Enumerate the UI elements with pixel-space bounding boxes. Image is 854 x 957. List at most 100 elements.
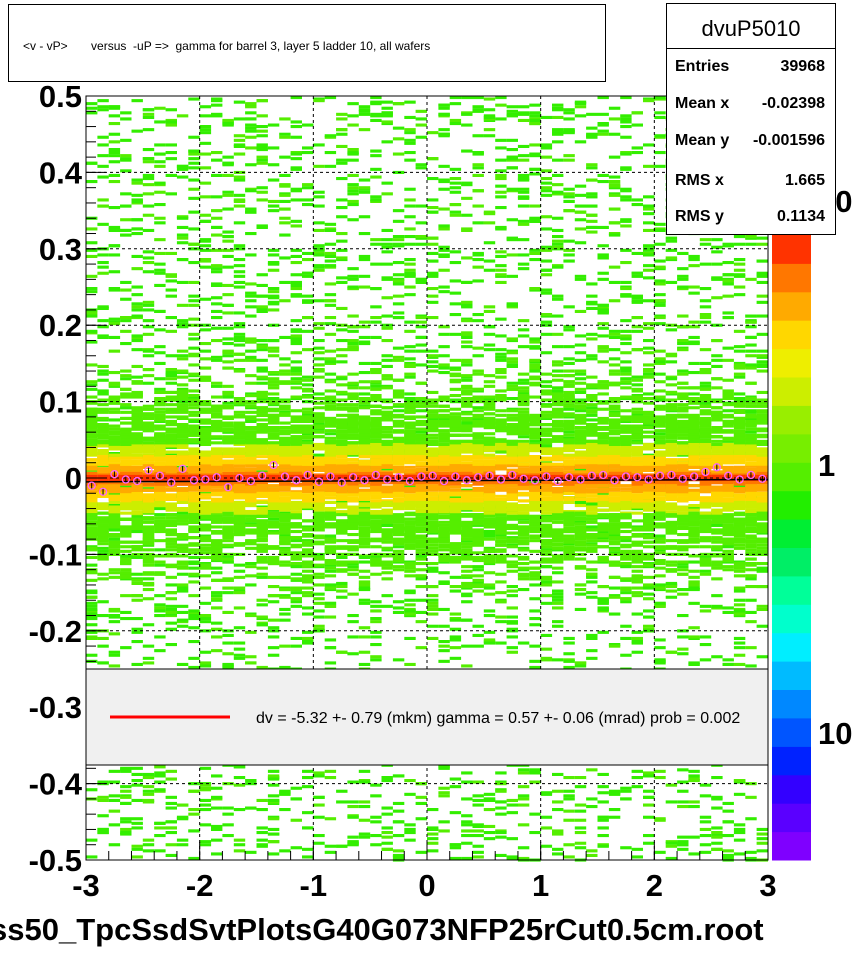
- heatmap-cell: [347, 409, 359, 413]
- heatmap-cell: [336, 595, 348, 599]
- heatmap-cell: [245, 430, 257, 434]
- heatmap-cell: [154, 563, 166, 567]
- heatmap-cell: [290, 167, 302, 171]
- heatmap-cell: [142, 424, 155, 428]
- heatmap-cell: [108, 371, 121, 375]
- heatmap-cell: [120, 228, 132, 232]
- heatmap-cell: [199, 488, 212, 492]
- heatmap-cell: [256, 808, 268, 812]
- heatmap-cell: [142, 108, 155, 112]
- heatmap-cell: [165, 523, 177, 527]
- heatmap-cell: [108, 335, 121, 339]
- heatmap-cell: [290, 395, 302, 399]
- heatmap-cell: [211, 459, 223, 463]
- heatmap-cell: [199, 766, 212, 770]
- heatmap-cell: [142, 173, 155, 177]
- heatmap-cell: [142, 270, 155, 274]
- heatmap-cell: [381, 554, 393, 558]
- heatmap-cell: [245, 850, 257, 854]
- heatmap-cell: [188, 614, 200, 618]
- heatmap-cell: [279, 792, 291, 796]
- heatmap-cell: [336, 280, 348, 284]
- heatmap-cell: [279, 453, 291, 457]
- heatmap-cell: [290, 797, 302, 801]
- heatmap-cell: [165, 542, 177, 546]
- heatmap-cell: [336, 442, 348, 446]
- heatmap-cell: [86, 462, 98, 466]
- heatmap-cell: [336, 545, 348, 549]
- heatmap-cell: [347, 314, 359, 318]
- heatmap-cell: [324, 316, 337, 320]
- heatmap-cell: [222, 539, 234, 543]
- heatmap-cell: [313, 552, 325, 556]
- heatmap-cell: [313, 771, 325, 775]
- heatmap-cell: [108, 542, 121, 546]
- heatmap-cell: [336, 502, 348, 506]
- heatmap-cell: [188, 528, 200, 532]
- heatmap-cell: [347, 635, 359, 639]
- heatmap-cell: [302, 316, 314, 320]
- heatmap-cell: [392, 849, 405, 853]
- heatmap-cell: [86, 180, 98, 184]
- heatmap-cell: [245, 123, 257, 127]
- heatmap-cell: [86, 442, 98, 446]
- heatmap-cell: [302, 416, 314, 420]
- heatmap-cell: [381, 114, 393, 118]
- heatmap-cell: [336, 128, 348, 132]
- heatmap-cell: [176, 389, 189, 393]
- heatmap-cell: [290, 280, 302, 284]
- heatmap-cell: [313, 493, 325, 497]
- heatmap-cell: [381, 377, 393, 381]
- heatmap-cell: [358, 426, 371, 430]
- heatmap-cell: [199, 470, 212, 474]
- heatmap-cell: [131, 199, 143, 203]
- heatmap-cell: [211, 270, 223, 274]
- heatmap-cell: [97, 456, 109, 460]
- heatmap-cell: [381, 487, 393, 491]
- heatmap-cell: [142, 571, 155, 575]
- heatmap-cell: [86, 508, 98, 512]
- heatmap-cell: [165, 458, 177, 462]
- heatmap-cell: [347, 458, 359, 462]
- heatmap-cell: [358, 635, 371, 639]
- heatmap-cell: [381, 386, 393, 390]
- heatmap-cell: [370, 655, 382, 659]
- heatmap-cell: [358, 335, 371, 339]
- heatmap-cell: [256, 623, 268, 627]
- heatmap-cell: [86, 571, 98, 575]
- heatmap-cell: [245, 439, 257, 443]
- heatmap-cell: [176, 438, 189, 442]
- heatmap-cell: [199, 430, 212, 434]
- heatmap-cell: [370, 494, 382, 498]
- heatmap-cell: [108, 441, 121, 445]
- heatmap-cell: [142, 496, 155, 500]
- heatmap-cell: [290, 513, 302, 517]
- heatmap-cell: [324, 242, 337, 246]
- heatmap-cell: [358, 325, 371, 329]
- heatmap-cell: [313, 268, 325, 272]
- heatmap-cell: [211, 606, 223, 610]
- heatmap-cell: [211, 358, 223, 362]
- heatmap-cell: [154, 606, 166, 610]
- heatmap-cell: [256, 129, 268, 133]
- heatmap-cell: [222, 586, 234, 590]
- heatmap-cell: [176, 508, 189, 512]
- heatmap-cell: [256, 306, 268, 310]
- heatmap-cell: [290, 591, 302, 595]
- heatmap-cell: [97, 392, 109, 396]
- heatmap-cell: [256, 798, 268, 802]
- heatmap-cell: [290, 426, 302, 430]
- heatmap-cell: [347, 482, 359, 486]
- heatmap-cell: [120, 497, 132, 501]
- heatmap-cell: [324, 453, 337, 457]
- heatmap-cell: [131, 821, 143, 825]
- heatmap-cell: [279, 155, 291, 159]
- heatmap-cell: [108, 571, 121, 575]
- heatmap-cell: [267, 146, 280, 150]
- heatmap-cell: [256, 522, 268, 526]
- heatmap-cell: [120, 154, 132, 158]
- heatmap-cell: [86, 601, 98, 605]
- heatmap-cell: [233, 343, 246, 347]
- heatmap-cell: [267, 484, 280, 488]
- heatmap-cell: [381, 494, 393, 498]
